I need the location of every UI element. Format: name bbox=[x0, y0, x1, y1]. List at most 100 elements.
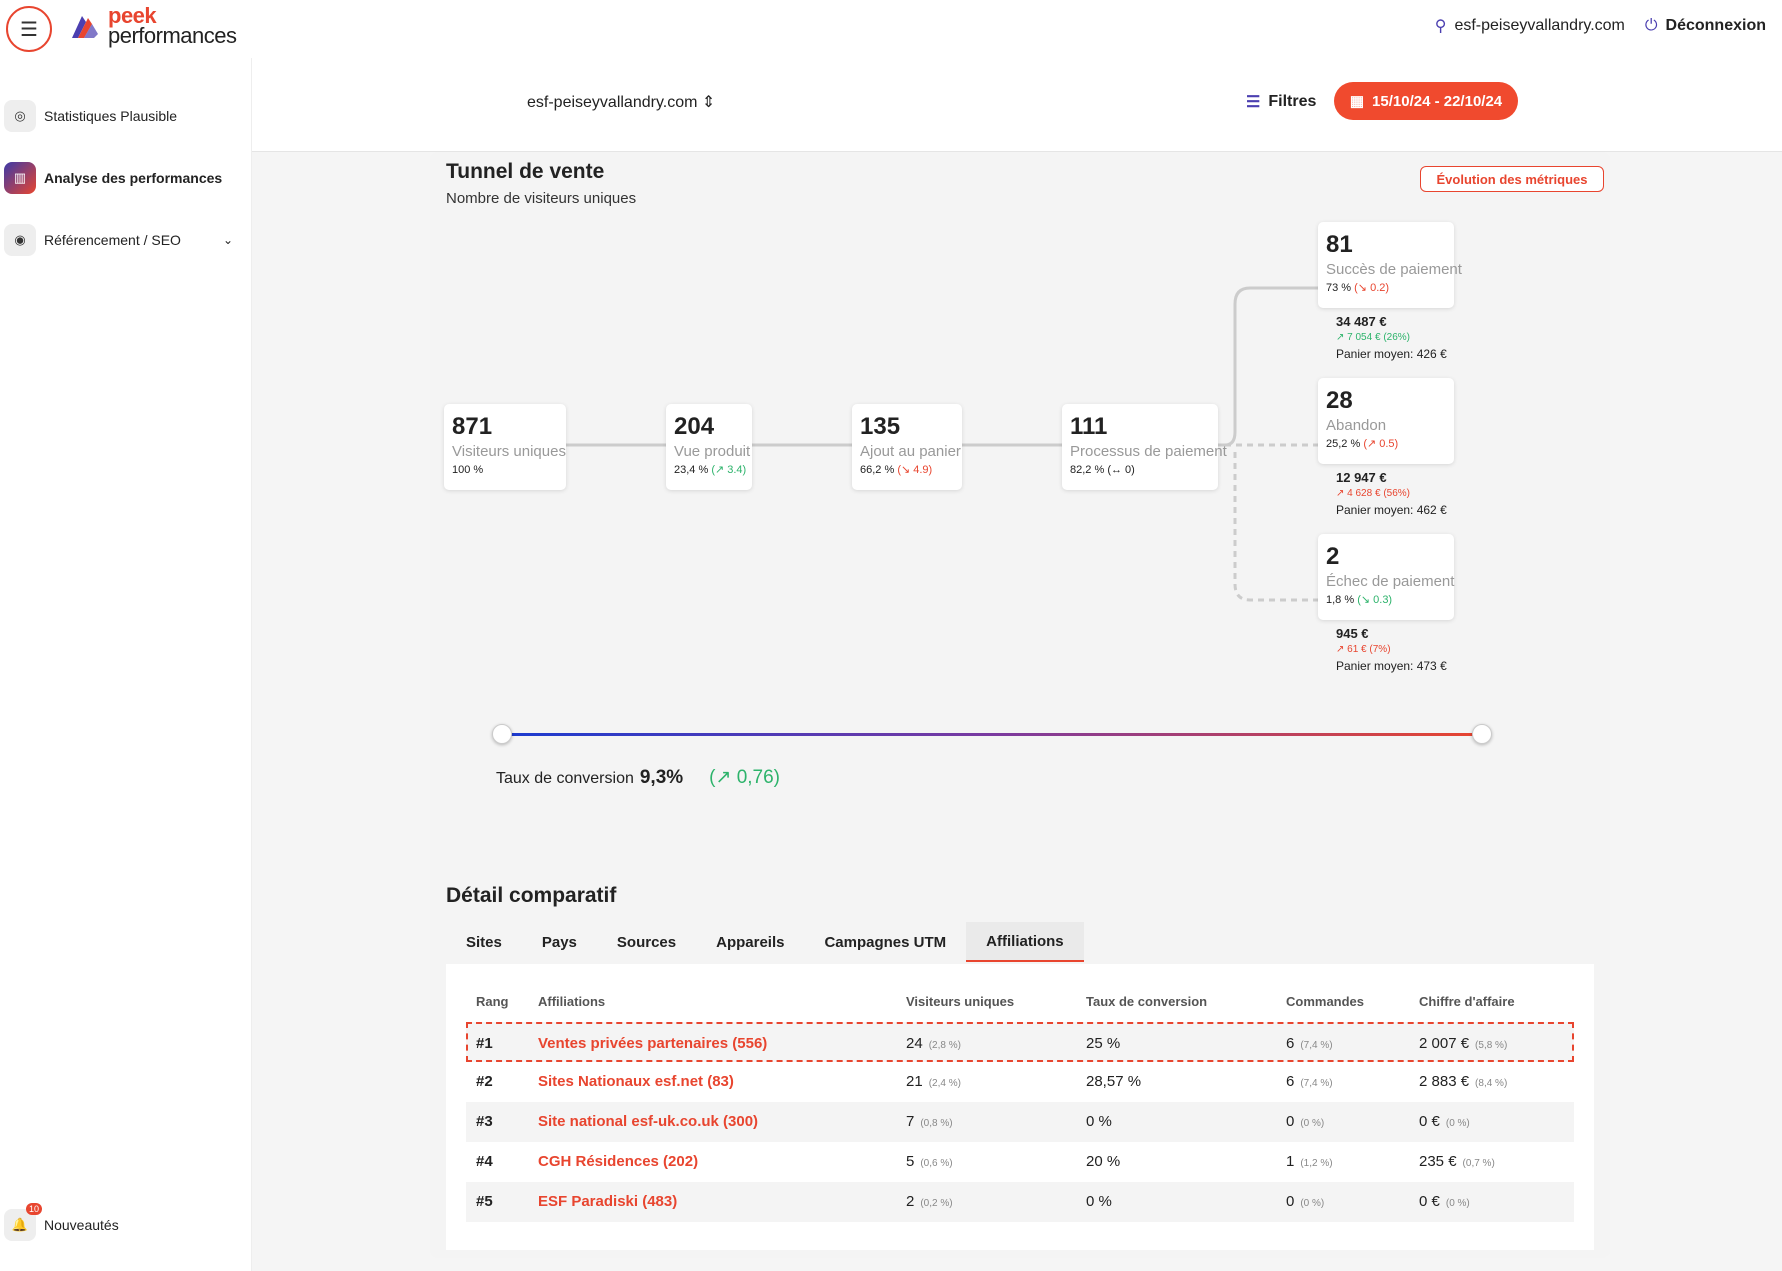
outcome-delta: (↘ 0.2) bbox=[1354, 282, 1390, 294]
affiliations-table: Rang Affiliations Visiteurs uniques Taux… bbox=[446, 964, 1594, 1250]
row-revenue-pct: (0 %) bbox=[1445, 1198, 1470, 1209]
tab-sites[interactable]: Sites bbox=[466, 933, 502, 951]
funnel-outcome-failure[interactable]: 2 Échec de paiement 1,8 % (↘ 0.3) bbox=[1318, 534, 1454, 620]
row-visitors-pct: (0,8 %) bbox=[920, 1118, 953, 1129]
average-basket: Panier moyen: 462 € bbox=[1336, 503, 1447, 517]
row-conversion: 25 % bbox=[1086, 1035, 1121, 1052]
row-rank: #2 bbox=[476, 1073, 493, 1090]
funnel-outcome-abandon[interactable]: 28 Abandon 25,2 % (↗ 0.5) bbox=[1318, 378, 1454, 464]
table-row[interactable]: #3 Site national esf-uk.co.uk (300) 7 (0,… bbox=[466, 1102, 1574, 1142]
funnel-step-checkout[interactable]: 111 Processus de paiement 82,2 % (↔ 0) bbox=[1062, 404, 1227, 490]
menu-button[interactable]: ☰ bbox=[6, 6, 52, 52]
sidebar-item-seo[interactable]: ◉ Référencement / SEO ⌄ bbox=[0, 220, 251, 260]
row-revenue: 0 € bbox=[1419, 1113, 1440, 1130]
logo-top-text: peek bbox=[108, 3, 157, 28]
column-header[interactable]: Chiffre d'affaire bbox=[1419, 994, 1515, 1009]
tab-campagnes-utm[interactable]: Campagnes UTM bbox=[824, 933, 947, 951]
row-orders-pct: (7,4 %) bbox=[1300, 1078, 1333, 1089]
revenue-delta: ↗ 61 € bbox=[1336, 644, 1367, 655]
sidebar-item-news[interactable]: 🔔 10 Nouveautés bbox=[4, 1203, 119, 1241]
hamburger-icon: ☰ bbox=[20, 18, 38, 41]
revenue-amount: 945 € bbox=[1336, 626, 1369, 641]
outcome-revenue-abandon: 12 947 € ↗ 4 628 € (56%) Panier moyen: 4… bbox=[1336, 470, 1447, 518]
filters-button[interactable]: ☰ Filtres bbox=[1246, 92, 1316, 112]
row-affiliation-link[interactable]: Ventes privées partenaires (556) bbox=[538, 1035, 768, 1052]
chevron-down-icon[interactable]: ⌄ bbox=[222, 233, 233, 247]
funnel-step-product-view[interactable]: 204 Vue produit 23,4 % (↗ 3.4) bbox=[666, 404, 752, 490]
outcome-value: 2 bbox=[1326, 543, 1340, 570]
evolution-button[interactable]: Évolution des métriques bbox=[1420, 166, 1604, 192]
calendar-icon: ▦ bbox=[1349, 93, 1365, 110]
slider-handle-right[interactable] bbox=[1472, 724, 1492, 744]
step-delta: (↗ 3.4) bbox=[711, 464, 747, 476]
step-delta: (↔ 0) bbox=[1107, 464, 1135, 476]
outcome-revenue-failure: 945 € ↗ 61 € (7%) Panier moyen: 473 € bbox=[1336, 626, 1447, 674]
sidebar: ◎ Statistiques Plausible ▥ Analyse des p… bbox=[0, 58, 252, 1271]
step-value: 204 bbox=[674, 413, 715, 440]
step-value: 111 bbox=[1070, 413, 1108, 440]
conversion-label: Taux de conversion bbox=[496, 770, 634, 787]
funnel-step-add-to-cart[interactable]: 135 Ajout au panier 66,2 % (↘ 4.9) bbox=[852, 404, 962, 490]
column-header[interactable]: Commandes bbox=[1286, 994, 1365, 1009]
outcome-delta: (↗ 0.5) bbox=[1363, 438, 1399, 450]
table-row[interactable]: #4 CGH Résidences (202) 5 (0,6 %) 20 % 1 (… bbox=[466, 1142, 1574, 1182]
account-area: ⚲ esf-peiseyvallandry.com ⏻ Déconnexion bbox=[1435, 16, 1766, 36]
row-rank: #1 bbox=[476, 1035, 493, 1052]
funnel-card: Tunnel de vente Nombre de visiteurs uniq… bbox=[430, 152, 1610, 904]
outcome-value: 81 bbox=[1326, 231, 1353, 258]
sidebar-item-label: Statistiques Plausible bbox=[44, 108, 178, 124]
outcome-pct: 25,2 % bbox=[1326, 438, 1361, 450]
row-affiliation-link[interactable]: ESF Paradiski (483) bbox=[538, 1193, 678, 1210]
row-revenue: 235 € bbox=[1419, 1153, 1457, 1170]
row-visitors-pct: (2,4 %) bbox=[928, 1078, 961, 1089]
row-affiliation-link[interactable]: Site national esf-uk.co.uk (300) bbox=[538, 1113, 759, 1130]
power-icon[interactable]: ⏻ bbox=[1644, 17, 1658, 34]
outcome-label: Abandon bbox=[1326, 417, 1387, 434]
tab-appareils[interactable]: Appareils bbox=[716, 933, 785, 951]
row-visitors: 2 bbox=[906, 1193, 915, 1210]
tab-pays[interactable]: Pays bbox=[541, 933, 577, 951]
row-orders-pct: (7,4 %) bbox=[1300, 1040, 1333, 1051]
outcome-delta: (↘ 0.3) bbox=[1357, 594, 1393, 606]
column-header[interactable]: Affiliations bbox=[538, 994, 606, 1009]
funnel-range-slider[interactable] bbox=[492, 724, 1492, 744]
tab-affiliations[interactable]: Affiliations bbox=[966, 922, 1084, 962]
row-conversion: 28,57 % bbox=[1086, 1073, 1142, 1090]
row-orders: 1 bbox=[1286, 1153, 1295, 1170]
row-rank: #5 bbox=[476, 1193, 493, 1210]
funnel-outcome-success[interactable]: 81 Succès de paiement 73 % (↘ 0.2) bbox=[1318, 222, 1462, 308]
column-header[interactable]: Visiteurs uniques bbox=[906, 994, 1015, 1009]
user-domain[interactable]: esf-peiseyvallandry.com bbox=[1454, 17, 1625, 34]
row-orders-pct: (1,2 %) bbox=[1300, 1158, 1333, 1169]
row-visitors-pct: (2,8 %) bbox=[928, 1040, 961, 1051]
conversion-delta: (↗ 0,76) bbox=[709, 767, 781, 788]
row-visitors: 5 bbox=[906, 1153, 915, 1170]
slider-handle-left[interactable] bbox=[492, 724, 512, 744]
logout-button[interactable]: Déconnexion bbox=[1665, 17, 1766, 34]
table-row[interactable]: #2 Sites Nationaux esf.net (83) 21 (2,4 %… bbox=[466, 1062, 1574, 1102]
outcome-value: 28 bbox=[1326, 387, 1353, 414]
sidebar-item-plausible[interactable]: ◎ Statistiques Plausible bbox=[0, 96, 251, 136]
funnel-title: Tunnel de vente bbox=[446, 160, 605, 183]
table-row[interactable]: #1 Ventes privées partenaires (556) 24 (2… bbox=[466, 1022, 1574, 1062]
row-revenue: 0 € bbox=[1419, 1193, 1440, 1210]
step-pct: 23,4 % bbox=[674, 464, 709, 476]
funnel-step-visitors[interactable]: 871 Visiteurs uniques 100 % bbox=[444, 404, 566, 490]
step-label: Ajout au panier bbox=[860, 443, 961, 460]
row-visitors-pct: (0,6 %) bbox=[920, 1158, 953, 1169]
tab-sources[interactable]: Sources bbox=[616, 933, 677, 951]
column-header[interactable]: Rang bbox=[476, 994, 509, 1009]
table-row[interactable]: #5 ESF Paradiski (483) 2 (0,2 %) 0 % 0 (0 … bbox=[466, 1182, 1574, 1222]
row-affiliation-link[interactable]: CGH Résidences (202) bbox=[538, 1153, 699, 1170]
sidebar-item-label: Référencement / SEO bbox=[44, 232, 181, 248]
sidebar-item-performances[interactable]: ▥ Analyse des performances bbox=[0, 158, 251, 198]
revenue-delta: ↗ 7 054 € bbox=[1336, 332, 1381, 343]
date-range-button[interactable]: ▦ 15/10/24 - 22/10/24 bbox=[1334, 82, 1518, 120]
filters-label: Filtres bbox=[1268, 93, 1317, 110]
funnel-connectors bbox=[566, 286, 1318, 602]
row-affiliation-link[interactable]: Sites Nationaux esf.net (83) bbox=[538, 1073, 734, 1090]
row-revenue-pct: (8,4 %) bbox=[1475, 1078, 1508, 1089]
column-header[interactable]: Taux de conversion bbox=[1086, 994, 1208, 1009]
logo[interactable]: peek performances bbox=[68, 3, 237, 47]
site-select[interactable]: esf-peiseyvallandry.com ⇕ bbox=[527, 92, 715, 112]
